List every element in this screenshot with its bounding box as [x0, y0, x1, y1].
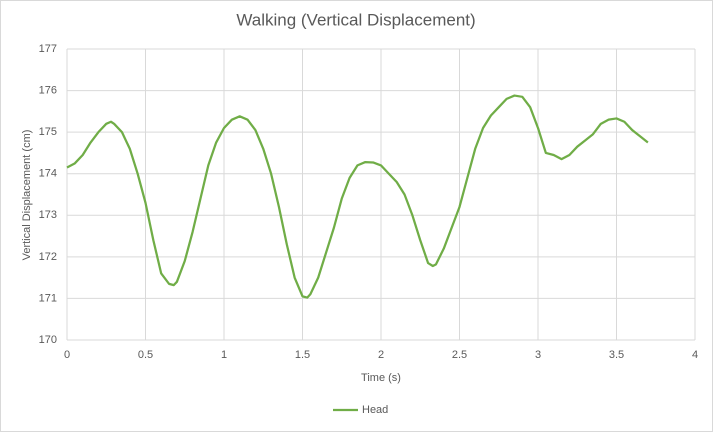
y-tick-label: 170 [39, 334, 57, 346]
y-tick-label: 176 [39, 84, 57, 96]
legend-label: Head [362, 404, 388, 416]
x-tick-label: 2.5 [452, 349, 467, 361]
y-tick-label: 175 [39, 126, 57, 138]
x-axis-title: Time (s) [361, 372, 401, 384]
x-tick-label: 2 [378, 349, 384, 361]
x-tick-label: 3.5 [609, 349, 624, 361]
x-tick-label: 3 [535, 349, 541, 361]
y-tick-label: 172 [39, 251, 57, 263]
y-tick-label: 173 [39, 209, 57, 221]
x-tick-label: 0 [64, 349, 70, 361]
x-tick-label: 4 [692, 349, 698, 361]
y-tick-label: 171 [39, 292, 57, 304]
y-axis-title: Vertical Displacement (cm) [21, 130, 33, 261]
x-tick-label: 1 [221, 349, 227, 361]
x-tick-label: 0.5 [138, 349, 153, 361]
x-tick-label: 1.5 [295, 349, 310, 361]
chart-title: Walking (Vertical Displacement) [236, 10, 475, 29]
y-tick-label: 177 [39, 43, 57, 55]
data-line [66, 94, 649, 299]
y-tick-label: 174 [39, 168, 57, 180]
